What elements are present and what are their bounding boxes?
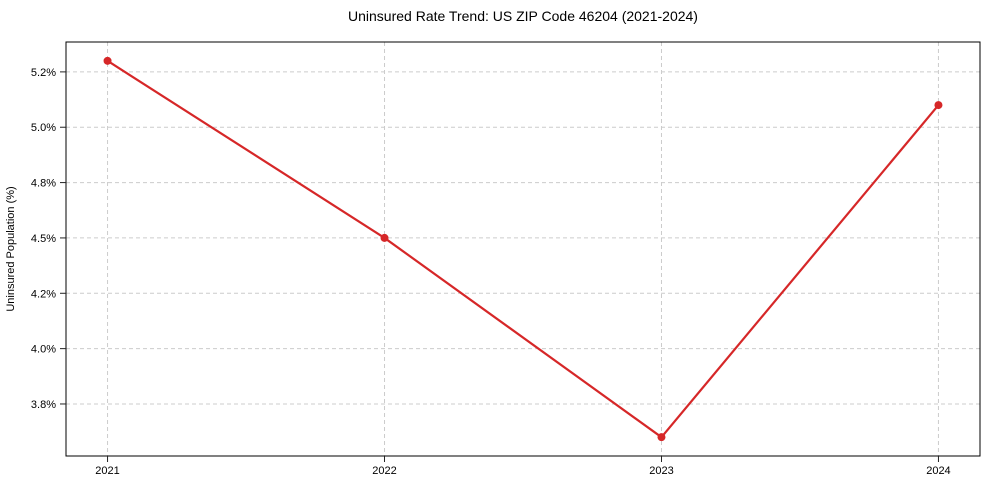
- chart-title: Uninsured Rate Trend: US ZIP Code 46204 …: [348, 8, 698, 24]
- trend-line: [106, 59, 940, 439]
- data-point-marker: [934, 101, 943, 110]
- x-tick-label: 2023: [649, 465, 673, 477]
- y-tick-label: 3.8%: [31, 399, 56, 411]
- data-point-marker: [380, 233, 389, 242]
- series-layer: [103, 56, 943, 442]
- y-tick-label: 4.5%: [31, 233, 56, 245]
- data-point-marker: [657, 433, 666, 442]
- y-axis-label: Uninsured Population (%): [5, 186, 17, 311]
- tick-layer: [60, 71, 939, 462]
- tick-label-layer: 3.8% 4.0% 4.2% 4.5% 4.8% 5.0% 5.2% 2021 2022 2023…: [31, 67, 951, 477]
- y-tick-label: 4.2%: [31, 288, 56, 300]
- x-tick-label: 2024: [926, 465, 950, 477]
- x-tick-label: 2022: [372, 465, 396, 477]
- y-tick-label: 4.0%: [31, 344, 56, 356]
- y-tick-label: 5.2%: [31, 67, 56, 79]
- plot-border: [65, 41, 981, 457]
- data-point-marker: [103, 56, 112, 65]
- grid-layer: [66, 42, 980, 456]
- x-tick-label: 2021: [95, 465, 119, 477]
- y-tick-label: 5.0%: [31, 122, 56, 134]
- y-tick-label: 4.8%: [31, 178, 56, 190]
